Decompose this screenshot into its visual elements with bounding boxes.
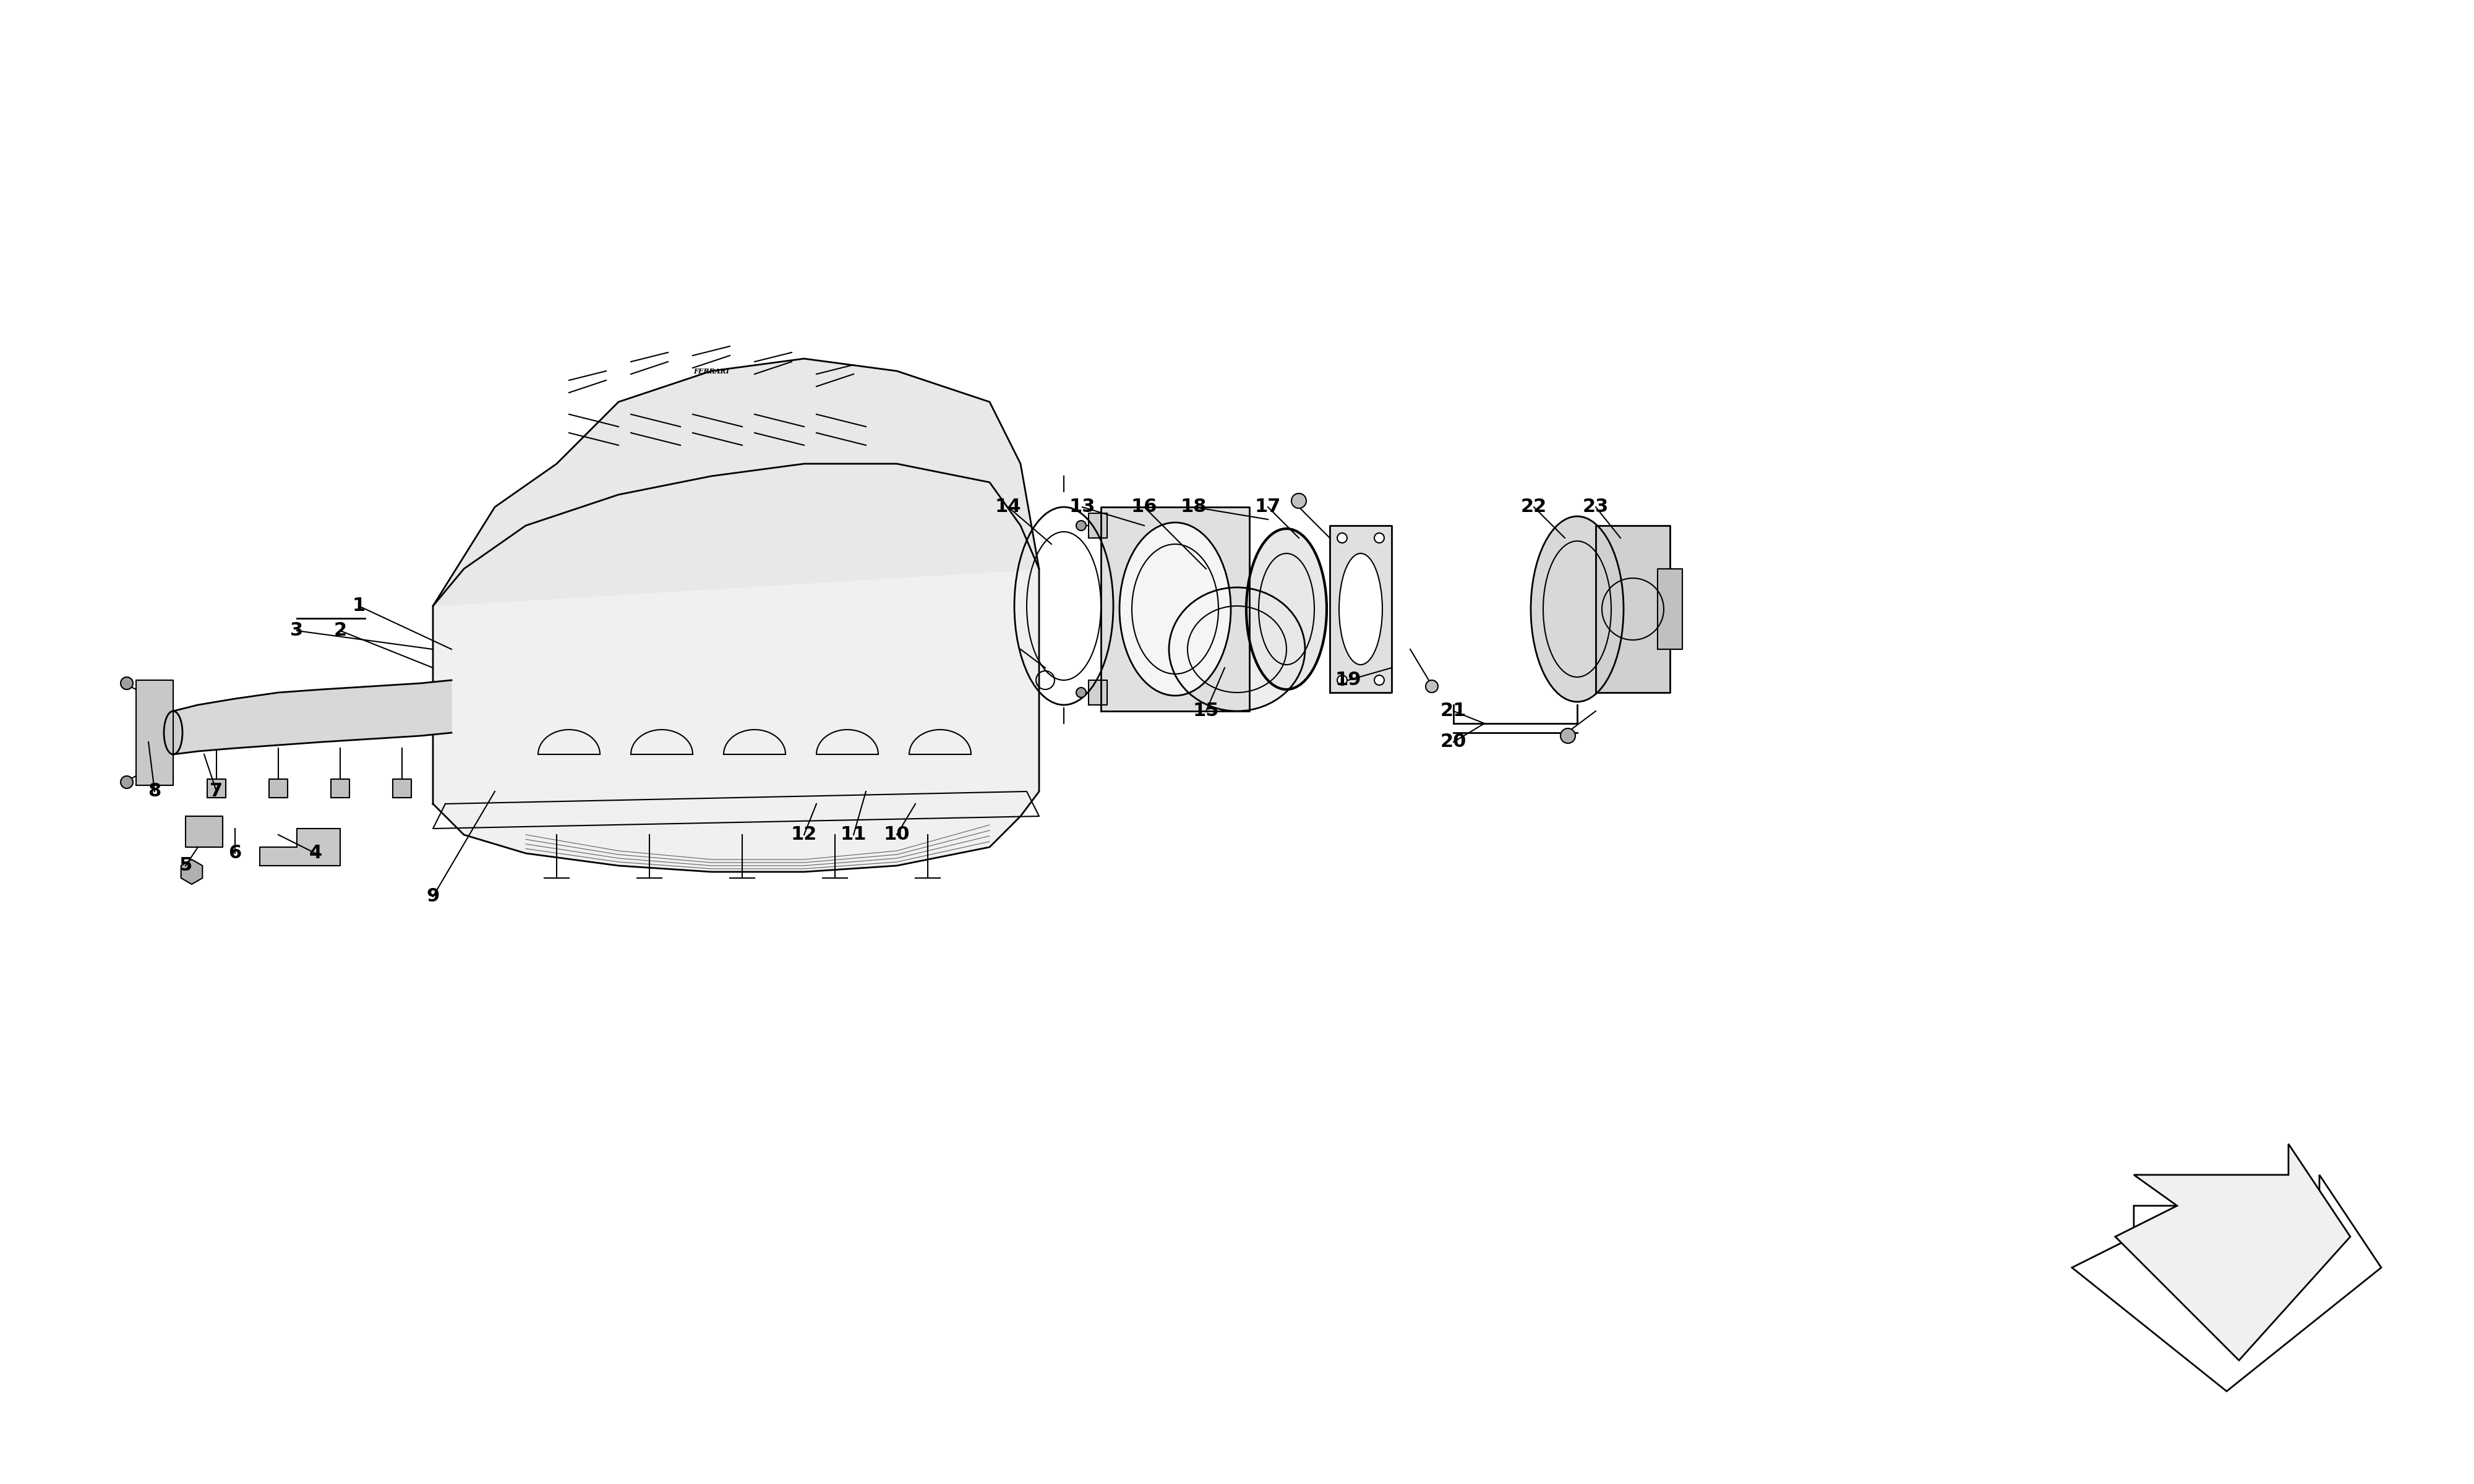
Circle shape (1336, 533, 1346, 543)
Text: 7: 7 (210, 782, 223, 800)
Bar (270, 779, 287, 798)
Text: 10: 10 (883, 825, 910, 844)
Text: 23: 23 (1583, 499, 1608, 516)
Text: 2: 2 (334, 622, 346, 640)
Circle shape (121, 776, 134, 788)
Text: 19: 19 (1336, 671, 1361, 689)
Bar (1089, 680, 1108, 705)
Text: 12: 12 (792, 825, 816, 844)
Text: 4: 4 (309, 844, 322, 862)
Ellipse shape (1170, 588, 1306, 711)
Text: 5: 5 (178, 856, 193, 874)
Circle shape (1561, 729, 1576, 743)
Bar (393, 779, 411, 798)
Ellipse shape (1118, 522, 1232, 696)
Text: 8: 8 (148, 782, 161, 800)
Ellipse shape (1338, 554, 1383, 665)
Polygon shape (1596, 525, 1670, 693)
Circle shape (1076, 687, 1086, 697)
Polygon shape (181, 859, 203, 884)
Circle shape (1291, 493, 1306, 508)
Text: 16: 16 (1131, 499, 1158, 516)
Text: 18: 18 (1180, 499, 1207, 516)
Polygon shape (433, 359, 1039, 605)
Circle shape (1336, 675, 1346, 686)
Text: 22: 22 (1522, 499, 1546, 516)
Ellipse shape (1247, 528, 1326, 690)
Polygon shape (2115, 1144, 2350, 1361)
Bar (1089, 513, 1108, 537)
Circle shape (1376, 533, 1385, 543)
Text: 9: 9 (426, 887, 440, 905)
Polygon shape (2073, 1175, 2380, 1392)
Bar (208, 779, 225, 798)
Text: 11: 11 (841, 825, 866, 844)
Polygon shape (433, 463, 1039, 871)
Circle shape (1425, 680, 1437, 693)
Circle shape (1376, 675, 1385, 686)
Text: 21: 21 (1440, 702, 1467, 720)
Text: FERRARI: FERRARI (693, 368, 730, 374)
Bar (136, 680, 173, 785)
Text: 1: 1 (351, 597, 366, 614)
Polygon shape (173, 680, 450, 754)
Polygon shape (186, 816, 223, 847)
Polygon shape (1658, 568, 1682, 650)
Circle shape (121, 677, 134, 690)
Circle shape (1076, 521, 1086, 530)
Text: 6: 6 (228, 844, 242, 862)
Text: 20: 20 (1440, 733, 1467, 751)
Text: 3: 3 (289, 622, 304, 640)
Text: 13: 13 (1069, 499, 1096, 516)
Ellipse shape (1531, 516, 1623, 702)
Polygon shape (1331, 525, 1390, 693)
Polygon shape (260, 828, 341, 865)
Ellipse shape (163, 711, 183, 754)
Bar (332, 779, 349, 798)
Text: 15: 15 (1192, 702, 1220, 720)
Polygon shape (1101, 508, 1249, 711)
Text: 17: 17 (1254, 499, 1282, 516)
Text: 14: 14 (995, 499, 1022, 516)
